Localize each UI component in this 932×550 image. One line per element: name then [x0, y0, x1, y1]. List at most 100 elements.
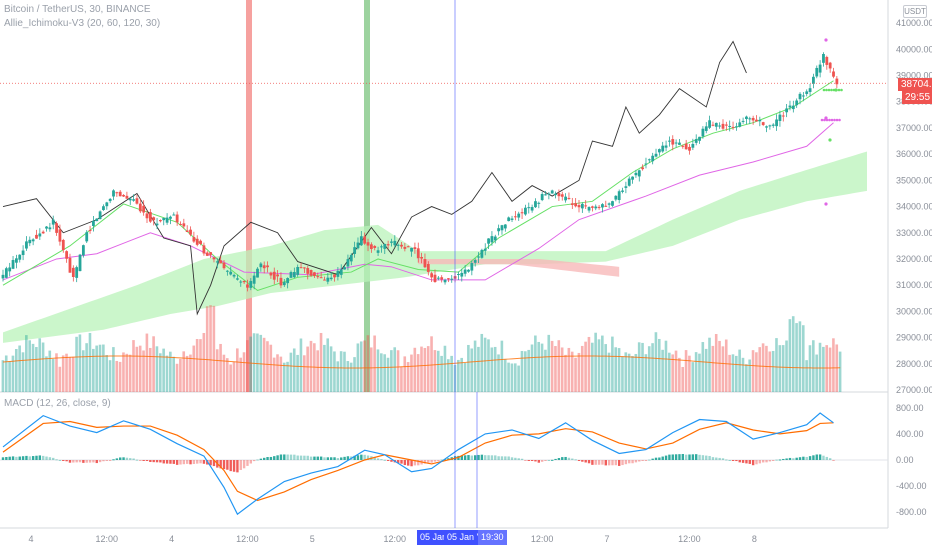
candle-body [694, 139, 698, 143]
volume-bar [828, 347, 832, 392]
candle-body [651, 155, 655, 162]
macd-histogram-bar [634, 460, 638, 463]
macd-histogram-bar [152, 460, 155, 463]
volume-bar [102, 344, 105, 392]
candle-body [393, 240, 397, 246]
candle-body [738, 122, 742, 127]
candle-body [520, 212, 524, 214]
volume-bar [252, 333, 256, 392]
volume-bar [112, 347, 115, 392]
candle-body [567, 197, 571, 199]
macd-histogram-bar [828, 458, 832, 460]
candle-body [356, 242, 360, 249]
macd-histogram-bar [725, 459, 728, 461]
macd-histogram-bar [82, 460, 85, 463]
volume-bar [195, 339, 199, 392]
time-axis-label: 4 [28, 534, 33, 544]
candle-body [795, 100, 799, 106]
candle-body [11, 260, 15, 269]
candle-body [634, 172, 638, 176]
macd-histogram-bar [313, 456, 316, 460]
volume-bar [594, 332, 597, 392]
macd-histogram-bar [463, 455, 467, 460]
macd-histogram-bar [440, 459, 443, 461]
candle-body [373, 245, 377, 248]
candle-body [51, 219, 55, 225]
macd-signal-line [2, 420, 834, 502]
volume-bar [21, 352, 25, 392]
volume-bar [567, 347, 571, 392]
volume-bar [822, 346, 825, 392]
candle-body [771, 124, 775, 126]
volume-bar [242, 352, 246, 392]
candle-body [420, 256, 424, 259]
macd-histogram-bar [38, 455, 42, 460]
volume-bar [734, 355, 738, 392]
candle-body [540, 194, 544, 201]
volume-bar [272, 357, 276, 392]
candle-body [296, 266, 300, 275]
macd-histogram-bar [437, 460, 440, 461]
volume-bar [239, 357, 242, 392]
macd-histogram-bar [808, 456, 812, 460]
macd-histogram-bar [129, 458, 132, 460]
macd-histogram-bar [467, 455, 470, 460]
candle-body [18, 254, 22, 260]
macd-histogram-bar [668, 454, 671, 460]
macd-histogram-bar [470, 455, 474, 460]
volume-bar [302, 355, 306, 392]
volume-bar [8, 361, 11, 392]
macd-histogram-bar [132, 458, 135, 460]
candle-body [601, 204, 604, 208]
macd-legend[interactable]: MACD (12, 26, close, 9) [4, 398, 111, 409]
candle-body [734, 126, 738, 128]
volume-bar [644, 354, 648, 392]
volume-bar [369, 347, 373, 392]
volume-bar [400, 366, 403, 392]
candle-body [112, 190, 115, 197]
volume-bar [634, 353, 638, 392]
last-price-tag: 38704.21 [898, 78, 932, 91]
volume-bar [336, 361, 340, 392]
macd-histogram-bar [768, 460, 772, 462]
macd-histogram-bar [52, 457, 55, 460]
volume-bar [403, 356, 407, 392]
macd-histogram-bar [571, 458, 574, 460]
candle-body [822, 54, 825, 63]
macd-histogram-bar [256, 459, 259, 461]
candle-body [761, 122, 765, 126]
time-axis-label: 12:00 [678, 534, 701, 544]
candle-body [443, 279, 447, 283]
volume-bar [775, 338, 778, 392]
candle-body [812, 76, 815, 84]
candle-body [45, 226, 48, 229]
currency-button[interactable]: USDT [903, 5, 927, 18]
volume-bar [339, 351, 343, 392]
macd-histogram-bar [537, 460, 541, 463]
candle-body [745, 116, 748, 120]
symbol-legend[interactable]: Bitcoin / TetherUS, 30, BINANCE [4, 4, 151, 15]
macd-histogram-bar [383, 459, 386, 461]
macd-histogram-bar [306, 455, 309, 460]
candle-body [396, 244, 400, 246]
macd-histogram-bar [530, 460, 534, 461]
macd-histogram-bar [698, 454, 701, 460]
candle-body [436, 277, 440, 279]
macd-histogram-bar [490, 455, 494, 460]
macd-histogram-bar [125, 457, 129, 460]
candle-body [637, 170, 641, 177]
candle-body [681, 145, 685, 147]
candle-body [92, 220, 95, 226]
candle-body [363, 236, 367, 244]
candle-body [775, 119, 778, 127]
volume-bar [279, 356, 283, 392]
candle-body [302, 267, 306, 269]
ichimoku-lagging-line [2, 40, 747, 316]
volume-bar [289, 352, 293, 392]
price-axis-label: 40000.00 [896, 44, 932, 54]
volume-bar [768, 351, 772, 392]
indicator-legend[interactable]: Allie_Ichimoku-V3 (20, 60, 120, 30) [4, 18, 161, 29]
price-axis-label: 28000.00 [896, 359, 932, 369]
macd-histogram-bar [263, 457, 266, 460]
